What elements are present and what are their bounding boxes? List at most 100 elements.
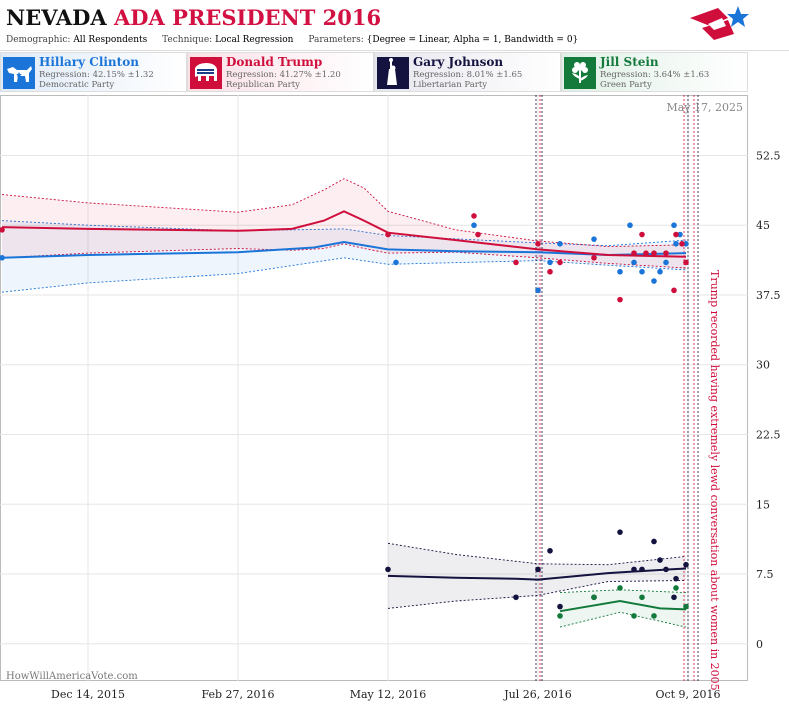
data-point-trump [513, 259, 519, 266]
lower-bound-line-johnson [387, 580, 687, 609]
upper-bound-line-trump [1, 178, 687, 248]
trend-line-trump [1, 210, 687, 258]
trend-line-clinton [1, 240, 687, 259]
axis-layer: Dec 14, 2015 Feb 27, 2016 May 12, 2016 Jul … [51, 149, 780, 701]
data-point-trump [385, 231, 391, 238]
data-point-trump [631, 250, 637, 256]
candidate-party: Democratic Party [39, 80, 115, 90]
poll-chart: Dec 14, 2015 Feb 27, 2016 May 12, 2016 Jul … [0, 95, 781, 701]
site-logo-icon[interactable] [688, 4, 750, 44]
data-point-clinton [393, 259, 399, 266]
data-point-johnson [651, 538, 657, 545]
data-point-clinton [547, 259, 553, 266]
trend-line-stein [559, 599, 687, 613]
data-point-clinton [663, 259, 669, 266]
elephant-icon [190, 57, 222, 89]
data-point-clinton [535, 287, 541, 294]
data-point-stein [639, 594, 645, 601]
confidence-band-johnson [388, 543, 686, 609]
data-point-clinton [651, 278, 657, 284]
candidate-party: Libertarian Party [413, 80, 488, 90]
data-point-trump [557, 259, 563, 266]
y-tick-label: 22.5 [756, 429, 781, 442]
data-point-clinton [0, 254, 5, 261]
donkey-icon [3, 57, 35, 89]
data-point-johnson [547, 547, 553, 554]
candidate-regression: Regression: 3.64% ±1.63 [600, 70, 710, 80]
data-point-stein [673, 585, 679, 591]
trend-line-layer [1, 210, 687, 613]
flower-icon [564, 57, 596, 89]
candidate-regression: Regression: 42.15% ±1.32 [39, 70, 154, 80]
data-point-trump [471, 213, 477, 219]
data-point-trump [643, 250, 649, 256]
candidate-card-johnson[interactable]: Gary Johnson Regression: 8.01% ±1.65 Lib… [374, 52, 561, 92]
candidate-card-clinton[interactable]: Hillary Clinton Regression: 42.15% ±1.32… [0, 52, 187, 92]
liberty-statue-icon [377, 57, 409, 89]
upper-bound-line-johnson [387, 542, 687, 566]
candidate-name: Gary Johnson [413, 55, 504, 69]
data-point-trump [671, 287, 677, 294]
plot-frame [0, 95, 748, 681]
data-point-clinton [617, 268, 623, 275]
y-tick-label: 52.5 [756, 149, 781, 162]
data-point-trump [591, 254, 597, 261]
data-point-trump [0, 227, 5, 233]
confidence-band-trump [2, 178, 686, 268]
data-point-clinton [591, 236, 597, 242]
x-tick-label: Jul 26, 2016 [503, 688, 572, 701]
data-point-trump [651, 250, 657, 256]
lower-bound-line-stein [559, 611, 687, 628]
data-point-clinton [673, 241, 679, 247]
data-point-clinton [631, 259, 637, 266]
y-tick-label: 30 [756, 359, 770, 372]
candidate-card-trump[interactable]: Donald Trump Regression: 41.27% ±1.20 Re… [187, 52, 374, 92]
candidate-card-stein[interactable]: Jill Stein Regression: 3.64% ±1.63 Green… [561, 52, 748, 92]
data-point-clinton [683, 241, 689, 247]
confidence-band-layer [1, 178, 687, 628]
event-line-layer [535, 95, 699, 681]
param-value: Local Regression [215, 35, 294, 45]
data-point-clinton [471, 222, 477, 229]
data-point-johnson [557, 603, 563, 610]
upper-bound-line-clinton [1, 220, 687, 247]
candidate-party: Republican Party [226, 80, 300, 90]
param-value: {Degree = Linear, Alpha = 1, Bandwidth =… [366, 35, 579, 45]
date-label: May 17, 2025 [666, 101, 743, 114]
data-point-stein [557, 613, 563, 619]
data-point-johnson [535, 566, 541, 573]
y-tick-label: 15 [756, 498, 770, 511]
header: NEVADA ADA PRESIDENT 2016 Demographic: A… [0, 0, 789, 51]
data-point-clinton [639, 268, 645, 275]
data-point-trump [475, 231, 481, 238]
lower-bound-line-clinton [1, 257, 687, 293]
data-point-trump [535, 241, 541, 247]
data-point-johnson [639, 566, 645, 573]
candidate-regression: Regression: 41.27% ±1.20 [226, 70, 341, 80]
watermark: HowWillAmericaVote.com [6, 671, 138, 682]
param-key: Demographic: [6, 35, 71, 45]
lower-bound-line-trump [1, 243, 687, 269]
x-tick-label: Oct 9, 2016 [655, 688, 720, 701]
param-key: Technique: [162, 35, 213, 45]
candidate-name: Jill Stein [600, 55, 659, 69]
data-point-stein [631, 613, 637, 619]
data-point-johnson [671, 594, 677, 601]
trend-line-johnson [387, 567, 687, 581]
title-main: NEVADA [6, 5, 107, 30]
data-point-trump [663, 250, 669, 256]
data-point-johnson [631, 566, 637, 573]
data-point-johnson [385, 566, 391, 573]
x-tick-label: Feb 27, 2016 [201, 688, 274, 701]
data-point-stein [683, 603, 689, 610]
x-tick-label: Dec 14, 2015 [51, 688, 125, 701]
data-point-layer [0, 213, 689, 619]
data-point-clinton [657, 268, 663, 275]
event-annotation: Trump recorded having extremely lewd con… [708, 270, 721, 691]
param-value: All Respondents [73, 35, 148, 45]
data-point-trump [673, 231, 679, 238]
data-point-clinton [671, 222, 677, 229]
y-tick-label: 37.5 [756, 289, 781, 302]
data-point-stein [591, 594, 597, 601]
data-point-johnson [513, 594, 519, 601]
